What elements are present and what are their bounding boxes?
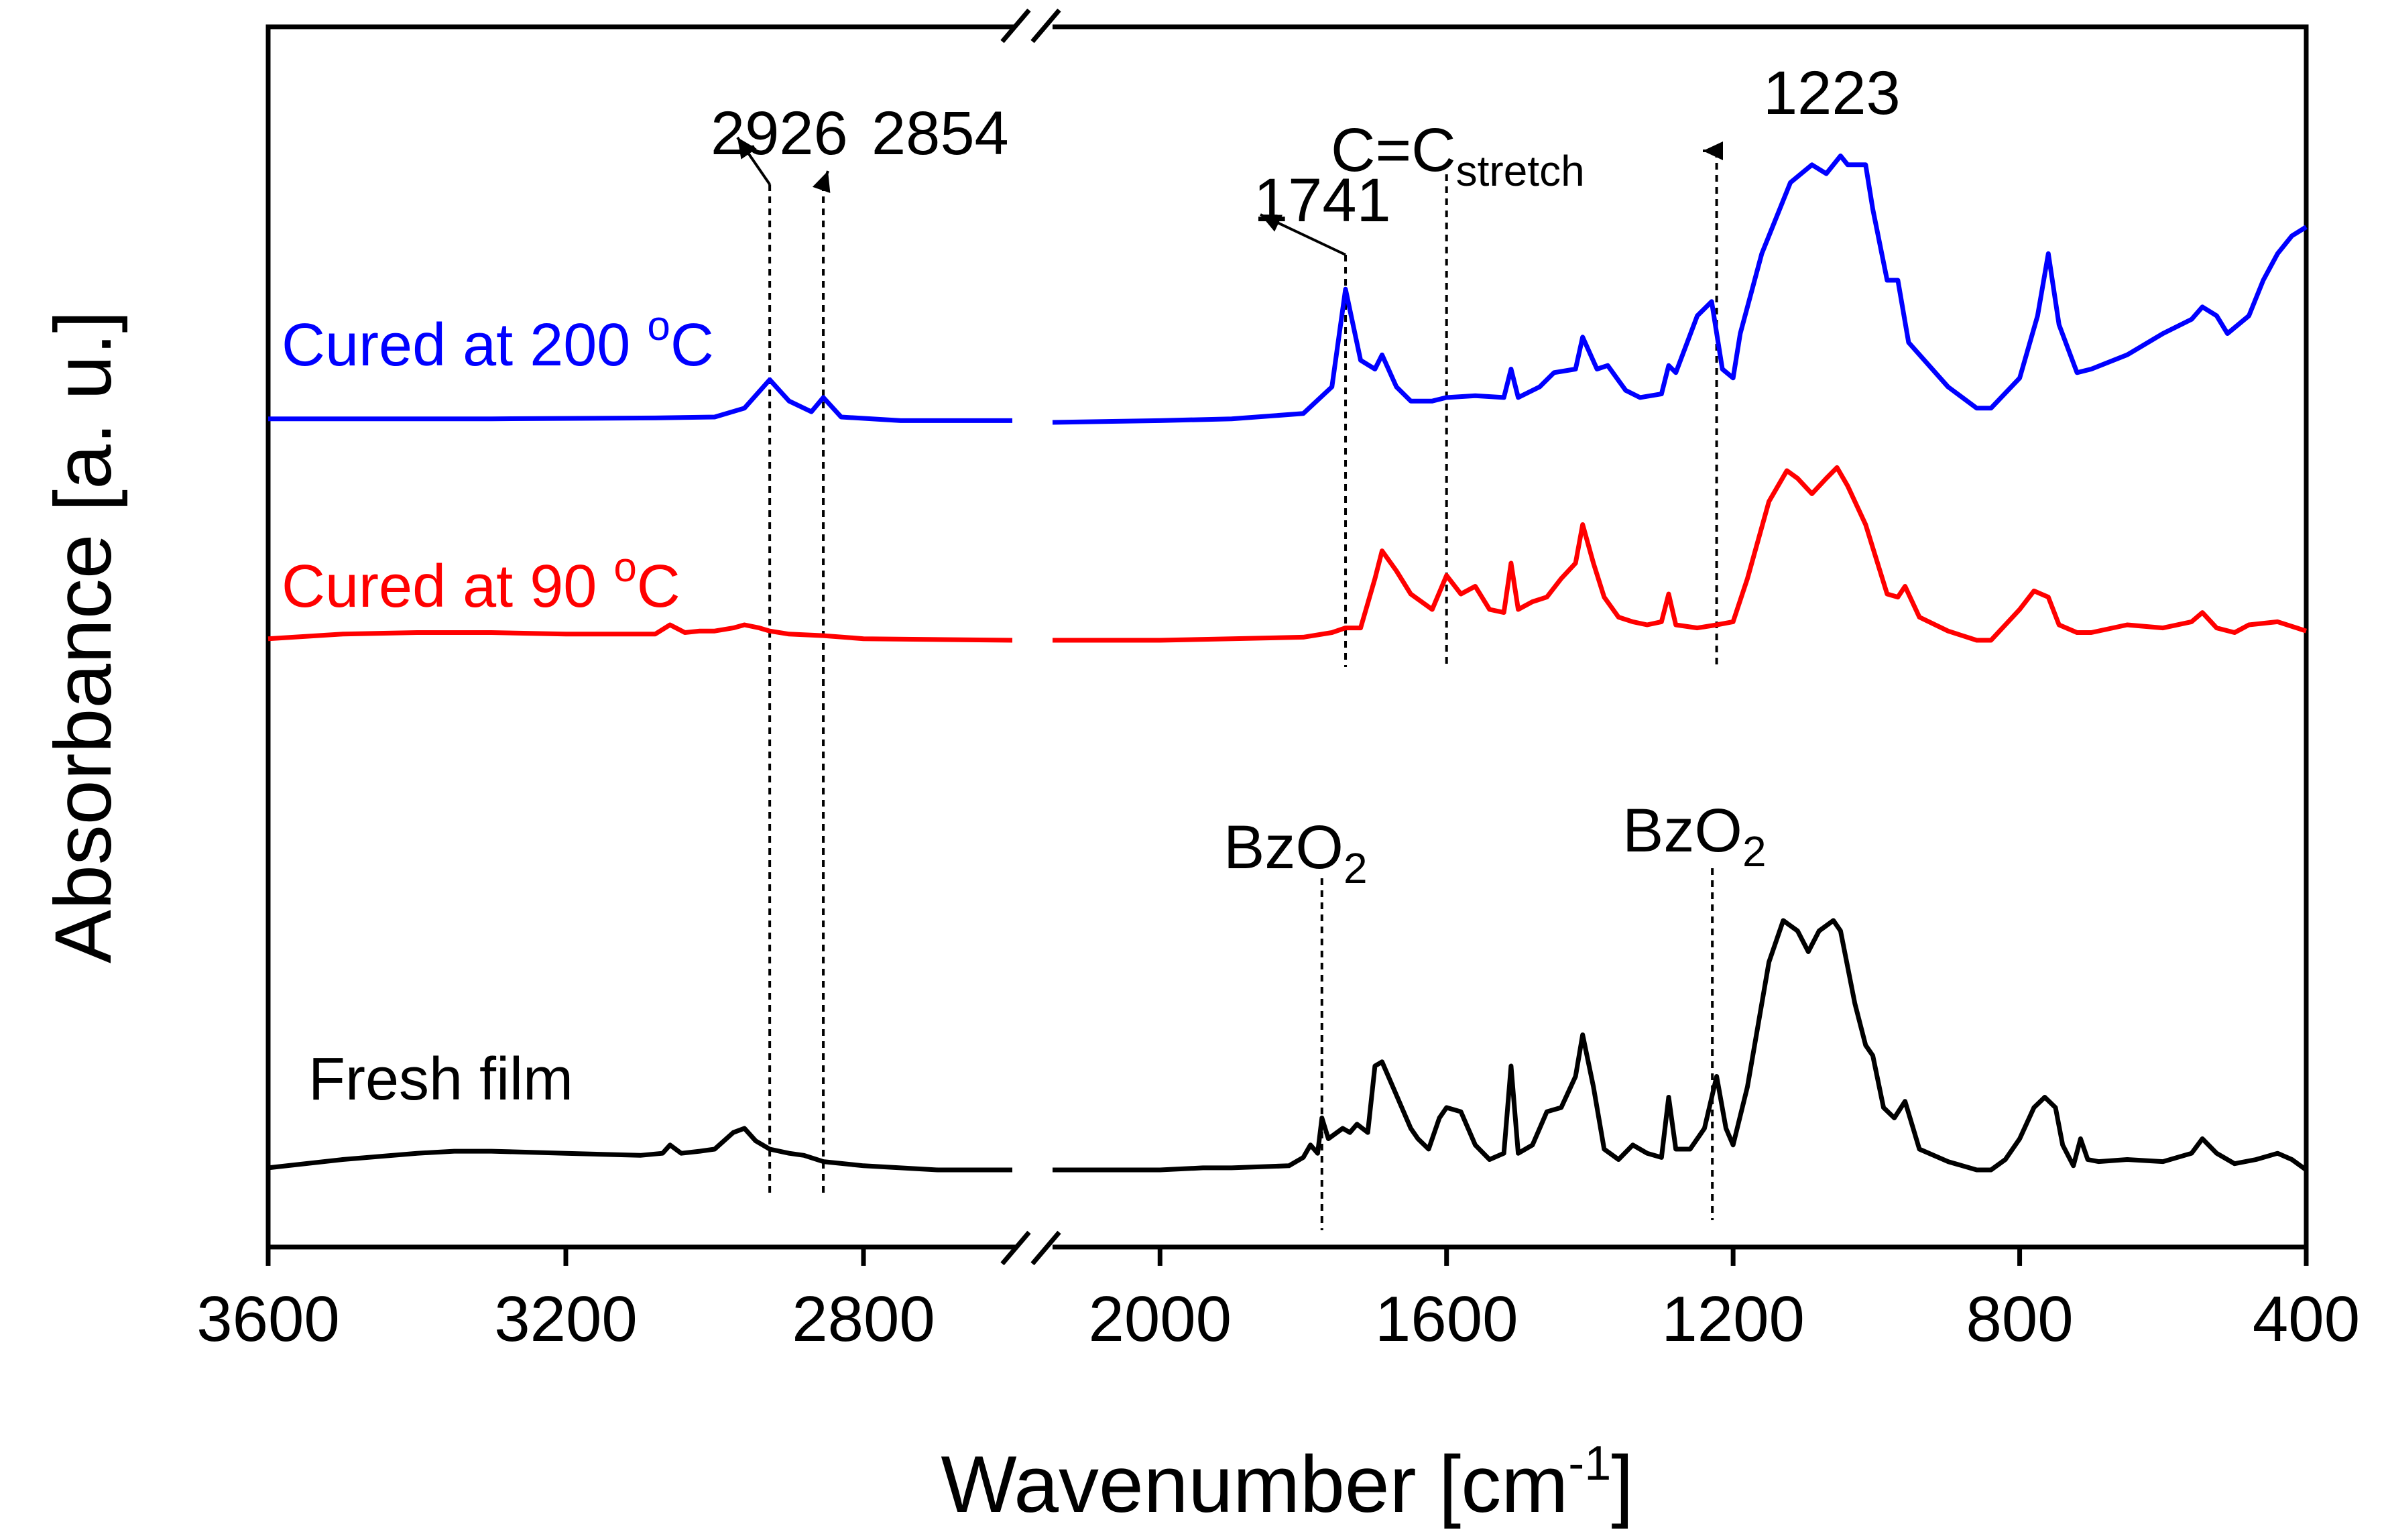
annotation-label-a1223: 1223: [1763, 59, 1901, 127]
annotation-label-a2926: 2926: [711, 99, 848, 168]
x-axis-title-sup: -1: [1568, 1437, 1611, 1490]
annotation-arrowhead-a1223: [1703, 141, 1723, 160]
x-tick-label-3200: 3200: [494, 1283, 638, 1355]
axis-break-bottom: [1000, 1230, 1061, 1266]
series-line-cured-at-90-c-right: [1053, 465, 2308, 643]
series-label-1: Cured at 90 oC: [282, 544, 680, 620]
x-tick-label-1200: 1200: [1661, 1283, 1805, 1355]
series-line-fresh-film-right: [1053, 918, 2308, 1173]
y-axis-title: Absorbance [a. u.]: [38, 310, 128, 963]
series-line-cured-at-200-c-right: [1052, 154, 2308, 425]
x-tick-label-2000: 2000: [1089, 1283, 1232, 1355]
annotation-label-abz2: BzO2: [1622, 796, 1767, 876]
x-axis-title-main: Wavenumber [cm: [941, 1439, 1568, 1529]
x-axis-title: Wavenumber [cm-1]: [941, 1437, 1633, 1529]
x-tick-label-1600: 1600: [1375, 1283, 1518, 1355]
annotation-arrowhead-a2854: [812, 171, 831, 193]
annotation-arrowhead-a1741: [1260, 215, 1283, 232]
series-line-fresh-film-left: [267, 1126, 1012, 1173]
series-line-cured-at-200-c-left: [268, 377, 1012, 423]
annotation-label-a2854: 2854: [872, 99, 1009, 168]
axis-break-top: [1000, 8, 1061, 44]
annotation-label-abz1: BzO2: [1224, 813, 1368, 892]
x-ticks: 3600 3200 2800 2000 1600 1200 800 400: [196, 1247, 2360, 1355]
series-labels: Cured at 200 oC Cured at 90 oC Fresh film: [282, 303, 714, 1113]
x-tick-label-2800: 2800: [792, 1283, 935, 1355]
series-label-0: Cured at 200 oC: [282, 303, 714, 379]
x-tick-label-400: 400: [2253, 1283, 2360, 1355]
x-tick-label-3600: 3600: [196, 1283, 340, 1355]
annotation-label-acc: C=Cstretch: [1331, 116, 1585, 195]
series-group: [267, 154, 2308, 1173]
series-label-2: Fresh film: [308, 1046, 573, 1113]
annotation-arrowhead-a2926: [737, 137, 757, 160]
series-line-cured-at-90-c-left: [267, 622, 1013, 643]
x-tick-label-800: 800: [1966, 1283, 2073, 1355]
x-axis-title-tail: ]: [1611, 1439, 1633, 1529]
